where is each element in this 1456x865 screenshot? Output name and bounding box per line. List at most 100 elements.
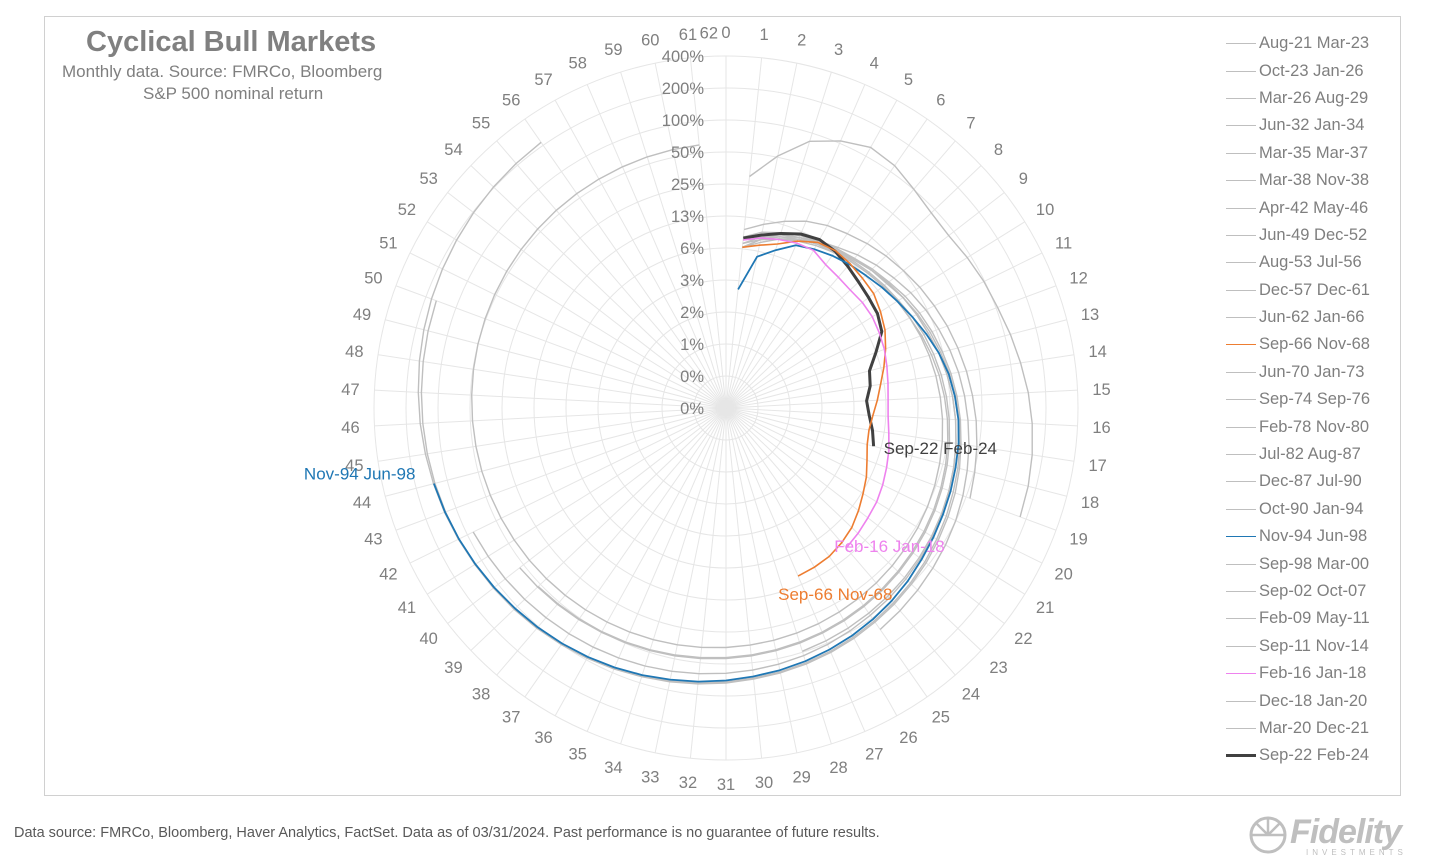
grid-spoke [725,407,866,732]
angular-tick-label: 61 [679,26,697,44]
legend-swatch [1226,180,1256,182]
legend-swatch [1226,673,1256,675]
grid-spoke [395,285,727,409]
legend-swatch [1226,43,1256,45]
legend-item: Mar-38 Nov-38 [1226,167,1400,194]
angular-tick-label: 11 [1055,234,1072,252]
angular-tick-label: 10 [1036,201,1054,219]
legend-item: Sep-02 Oct-07 [1226,578,1400,605]
grid-layer [373,55,1079,761]
angular-tick-label: 39 [444,659,462,677]
angular-tick-label: 45 [345,457,363,475]
legend-swatch [1226,591,1256,592]
legend-item: Mar-35 Mar-37 [1226,140,1400,167]
angular-tick-label: 20 [1054,566,1072,584]
legend-label: Feb-09 May-11 [1259,609,1370,628]
label-layer: 0%0%1%2%3%6%13%25%50%100%200%400%0 1 23456… [304,24,1111,794]
angular-tick-label: 54 [444,141,462,159]
legend-label: Sep-22 Feb-24 [1259,746,1370,765]
angular-tick-label: 41 [398,599,416,617]
grid-spoke [725,407,832,745]
legend-label: Mar-26 Aug-29 [1259,88,1369,107]
angular-tick-label: 27 [865,746,883,764]
grid-spoke [377,354,727,409]
angular-tick-label: 44 [353,494,371,512]
legend-swatch [1226,152,1256,154]
angular-tick-label: 51 [379,234,397,252]
angular-tick-label: 19 [1069,531,1087,549]
grid-spoke [409,407,727,564]
angular-tick-label: 16 [1092,419,1110,437]
grid-spoke [620,71,727,409]
series-line [743,237,890,549]
legend-swatch [1226,618,1256,620]
legend-label: Jul-82 Aug-87 [1259,445,1361,464]
grid-spoke [470,407,727,651]
grid-spoke [496,140,727,409]
grid-spoke [725,407,956,676]
series-line [743,232,884,447]
angular-tick-label: 58 [569,54,587,72]
legend-label: Sep-02 Oct-07 [1259,582,1367,600]
grid-spoke [725,407,1043,564]
legend-swatch [1226,317,1256,319]
grid-spoke [725,407,1057,531]
series-annotation: Feb-16 Jan-18 [834,537,945,556]
grid-spoke [427,407,727,595]
grid-spoke [725,407,1078,427]
grid-spoke [725,407,1025,595]
logo-text: Fidelity [1290,813,1402,851]
angular-tick-label: 59 [604,41,622,59]
angular-tick-label: 55 [472,115,490,133]
chart-subtitle-2: S&P 500 nominal return [143,84,324,103]
angular-tick-label: 13 [1081,306,1099,324]
legend-swatch [1226,727,1256,729]
radial-tick-label: 50% [671,144,704,162]
angular-tick-label: 36 [534,729,552,747]
angular-tick-label: 35 [569,746,587,764]
legend-swatch [1226,371,1256,373]
angular-tick-label: 57 [534,71,552,89]
legend-item: Sep-11 Nov-14 [1226,633,1400,660]
angular-tick-label: 25 [932,709,950,727]
legend-swatch [1226,125,1256,127]
grid-spoke [725,57,763,409]
legend-item: Feb-16 Jan-18 [1226,660,1400,687]
legend-swatch [1226,97,1256,99]
grid-spoke [524,407,727,698]
grid-spoke [725,407,982,651]
legend-item: Dec-18 Jan-20 [1226,687,1400,714]
angular-tick-label: 42 [379,566,397,584]
angular-tick-label: 31 [717,776,735,794]
angular-tick-label: 46 [341,419,359,437]
grid-spoke [725,165,982,409]
grid-spoke [470,165,727,409]
series-line [472,233,957,675]
grid-spoke [374,389,727,409]
angular-tick-label: 43 [364,531,382,549]
angular-tick-label: 17 [1088,457,1106,475]
legend-item: Apr-42 May-46 [1226,194,1400,221]
grid-spoke [725,407,898,717]
grid-spoke [725,221,1025,409]
legend: Aug-21 Mar-23 Oct-23 Jan-26 Mar-26 Aug-29 J… [1226,30,1400,770]
legend-swatch [1226,399,1256,401]
legend-label: Mar-38 Nov-38 [1259,171,1370,190]
grid-spoke [374,407,727,427]
legend-item: Aug-53 Jul-56 [1226,249,1400,276]
radial-tick-label: 1% [680,336,704,354]
legend-label: Jun-70 Jan-73 [1259,362,1365,381]
legend-label: Apr-42 May-46 [1259,198,1369,217]
angular-tick-label: 53 [419,170,437,188]
angular-tick-label: 22 [1014,630,1032,648]
legend-label: Sep-66 Nov-68 [1259,335,1370,354]
legend-item: Jun-49 Dec-52 [1226,222,1400,249]
legend-swatch [1226,481,1256,483]
logo-subtext: INVESTMENTS [1306,848,1407,857]
legend-swatch [1226,508,1256,510]
grid-spoke [725,407,1075,462]
angular-tick-label: 40 [419,630,437,648]
series-line [537,233,949,659]
grid-spoke [554,99,727,409]
